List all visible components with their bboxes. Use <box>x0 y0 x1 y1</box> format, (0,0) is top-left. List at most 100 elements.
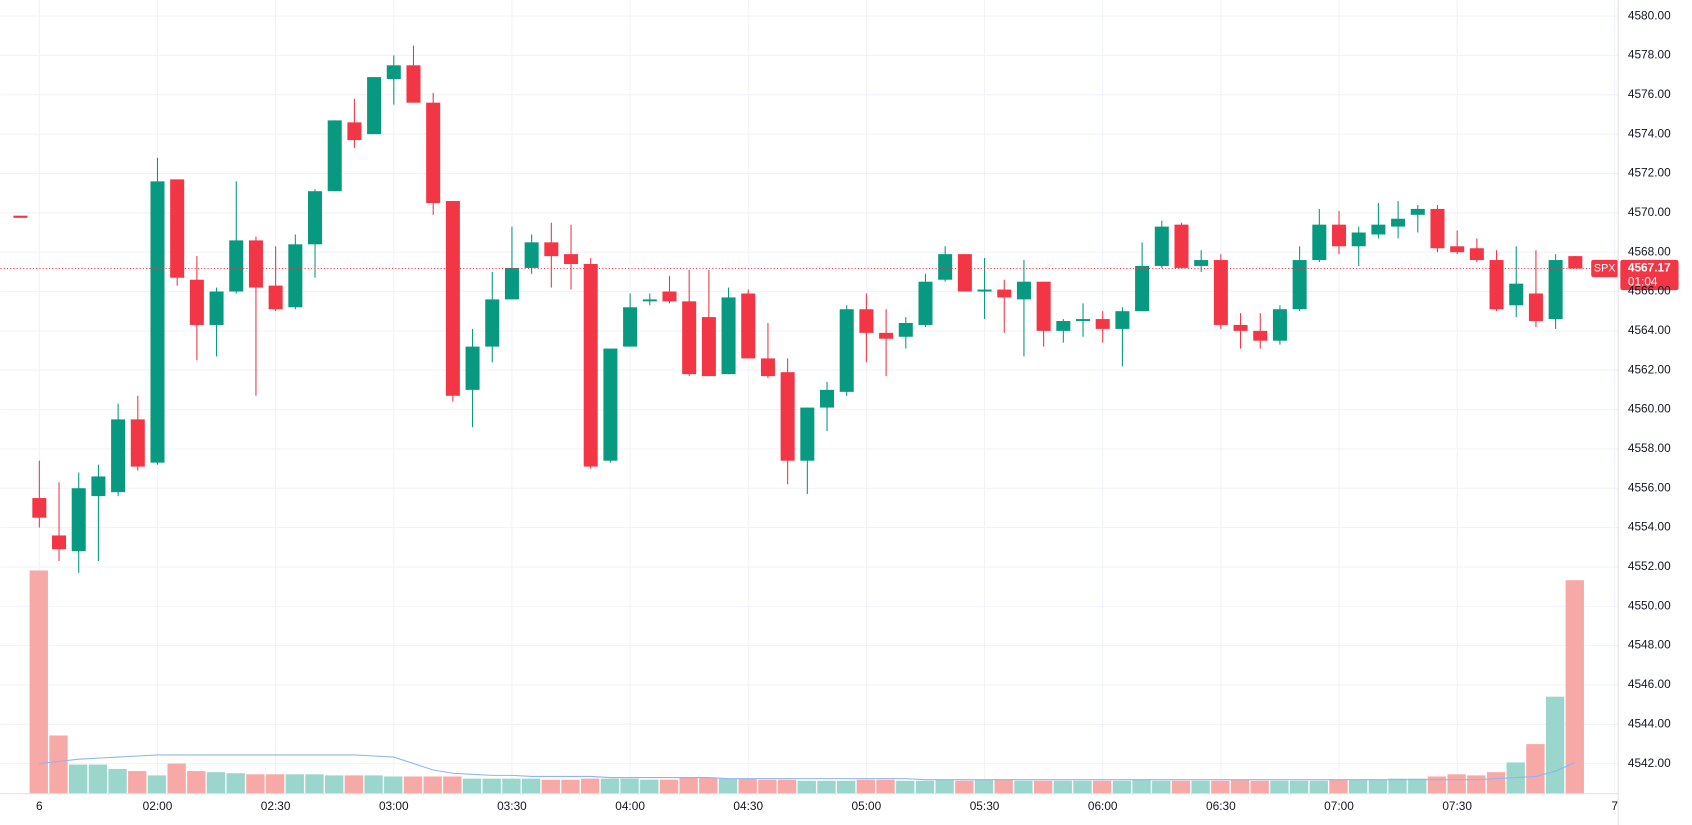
axes: 4542.00 4544.00 4546.00 4548.00 4550.00 4552.… <box>36 8 1671 813</box>
candle-body <box>1391 218 1406 227</box>
y-tick-label: 4576.00 <box>1628 87 1671 101</box>
volume-bar <box>994 779 1013 794</box>
y-tick-label: 4548.00 <box>1628 638 1671 652</box>
x-tick-label: 02:30 <box>261 799 291 813</box>
y-tick-label: 4544.00 <box>1628 716 1671 730</box>
volume-bar <box>1565 580 1584 794</box>
candle-body <box>111 419 126 493</box>
y-tick-label: 4570.00 <box>1628 205 1671 219</box>
candle-body <box>386 65 401 80</box>
y-tick-label: 4564.00 <box>1628 323 1671 337</box>
volume-bar <box>1033 780 1053 794</box>
candle-body <box>1076 319 1091 322</box>
candle-body <box>682 301 697 375</box>
candle-body <box>367 77 382 135</box>
y-tick-label: 4568.00 <box>1628 244 1671 258</box>
candle-body <box>347 122 362 141</box>
candle-body <box>859 309 874 333</box>
volume-bar <box>502 778 521 794</box>
y-tick-label: 4578.00 <box>1628 48 1671 62</box>
volume-bar <box>246 774 265 794</box>
volume-bar <box>1349 779 1368 794</box>
volume-pane <box>29 570 1584 794</box>
volume-bar <box>1171 780 1191 794</box>
candle-body <box>603 348 618 461</box>
volume-bar <box>1526 744 1545 794</box>
grid <box>0 0 1619 794</box>
candle-body <box>820 389 835 408</box>
candle-body <box>1292 260 1307 310</box>
volume-bar <box>1545 696 1565 794</box>
candle-body <box>918 281 933 325</box>
volume-bar <box>935 779 954 794</box>
x-tick-label: 07:00 <box>1324 799 1354 813</box>
volume-bar <box>1014 780 1033 794</box>
volume-bar <box>955 780 974 794</box>
candle-body <box>91 476 106 497</box>
volume-bar <box>600 778 620 794</box>
candle-body <box>170 179 185 278</box>
volume-bar <box>187 771 206 794</box>
volume-bar <box>1270 780 1289 794</box>
x-tick-label: 06:30 <box>1206 799 1236 813</box>
candle-body <box>71 488 86 552</box>
y-tick-label: 4542.00 <box>1628 756 1671 770</box>
volume-bar <box>561 779 580 794</box>
x-tick-label: 04:00 <box>615 799 645 813</box>
candle-body <box>1312 224 1327 261</box>
volume-bar <box>738 778 757 794</box>
volume-bar <box>581 778 600 794</box>
volume-bar <box>640 779 659 794</box>
candle-body <box>406 65 421 103</box>
volume-bar <box>128 771 147 794</box>
candle-body <box>898 322 913 337</box>
volume-bar <box>915 780 935 794</box>
x-tick-label: 06:00 <box>1088 799 1118 813</box>
volume-bar <box>423 776 442 794</box>
candle-body <box>1548 260 1563 320</box>
volume-bar <box>482 778 501 794</box>
volume-bar <box>1427 776 1447 794</box>
candle-body <box>938 254 953 280</box>
candle-body <box>741 293 756 359</box>
candle-body <box>1272 309 1287 341</box>
candle-body <box>130 419 145 467</box>
y-tick-label: 4552.00 <box>1628 559 1671 573</box>
y-tick-label: 4558.00 <box>1628 441 1671 455</box>
volume-bar <box>69 764 88 794</box>
volume-bar <box>344 775 364 794</box>
y-tick-label: 4574.00 <box>1628 126 1671 140</box>
volume-bar <box>384 776 403 794</box>
volume-bar <box>817 780 836 794</box>
volume-bar <box>1388 778 1407 794</box>
candle-body <box>1095 319 1110 329</box>
volume-bar <box>403 776 423 794</box>
candle-body <box>1332 224 1347 247</box>
candle-body <box>1135 265 1150 312</box>
volume-bar <box>1289 780 1309 794</box>
candle-body <box>1253 330 1268 341</box>
candle-body <box>583 263 598 467</box>
volume-bar <box>699 777 718 794</box>
symbol-label: SPX <box>1594 262 1616 274</box>
candle-body <box>426 102 441 204</box>
candle-body <box>564 254 579 264</box>
candle-body <box>485 299 500 347</box>
volume-bar <box>443 776 462 794</box>
candle-body <box>1174 224 1189 268</box>
volume-bar <box>364 775 383 794</box>
candle-body <box>1430 208 1445 249</box>
volume-bar <box>1152 780 1171 794</box>
volume-bar <box>1329 779 1348 794</box>
countdown-label: 01:04 <box>1628 275 1658 289</box>
candle-body <box>623 307 638 347</box>
volume-bar <box>1230 779 1250 794</box>
candle-body <box>1568 256 1583 269</box>
volume-bar <box>521 778 541 794</box>
x-tick-label: 03:30 <box>497 799 527 813</box>
x-tick-label: 07:30 <box>1442 799 1472 813</box>
candle-body <box>1154 226 1169 266</box>
